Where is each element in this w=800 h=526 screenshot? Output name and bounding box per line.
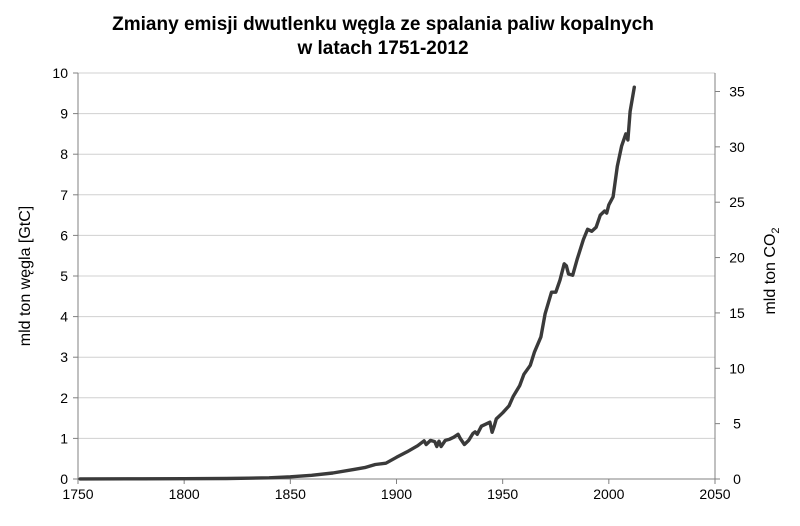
chart-title-line-2: w latach 1751-2012 bbox=[296, 38, 468, 59]
x-tick-label-6: 2050 bbox=[699, 486, 730, 502]
y2-tick-label-5: 25 bbox=[729, 194, 745, 210]
y-tick-label-5: 5 bbox=[60, 268, 68, 284]
y-tick-label-4: 4 bbox=[60, 309, 68, 325]
y2-tick-label-0: 0 bbox=[733, 471, 741, 487]
y2-tick-label-7: 35 bbox=[729, 83, 745, 99]
y2-tick-label-4: 20 bbox=[729, 250, 745, 266]
y-tick-label-1: 1 bbox=[60, 430, 68, 446]
y-axis-title: mld ton węgla [GtC] bbox=[17, 206, 34, 347]
y-tick-label-6: 6 bbox=[60, 227, 68, 243]
y-tick-label-7: 7 bbox=[60, 187, 68, 203]
y-tick-label-3: 3 bbox=[60, 349, 68, 365]
y-tick-label-10: 10 bbox=[52, 65, 68, 81]
y-tick-label-8: 8 bbox=[60, 146, 68, 162]
x-tick-label-1: 1800 bbox=[169, 486, 200, 502]
y2-axis-title-subscript: 2 bbox=[770, 227, 782, 233]
y2-tick-label-2: 10 bbox=[729, 360, 745, 376]
x-tick-label-3: 1900 bbox=[381, 486, 412, 502]
x-tick-label-4: 1950 bbox=[487, 486, 518, 502]
y2-tick-label-3: 15 bbox=[729, 305, 745, 321]
grid bbox=[78, 72, 715, 439]
y2-tick-label-1: 5 bbox=[733, 416, 741, 432]
y2-tick-label-6: 30 bbox=[729, 139, 745, 155]
y2-axis-title-main: mld ton CO bbox=[762, 234, 779, 315]
emission-series-line bbox=[78, 85, 636, 481]
x-tick-label-2: 1850 bbox=[275, 486, 306, 502]
y-tick-label-2: 2 bbox=[60, 390, 68, 406]
x-tick-label-5: 2000 bbox=[593, 486, 624, 502]
y-tick-label-0: 0 bbox=[60, 471, 68, 487]
y2-axis-title: mld ton CO2 bbox=[762, 227, 782, 314]
ticks: 0 1 2 3 4 5 6 7 8 9 10 0 5 10 15 20 25 30 35 1750 1800 1850 19… bbox=[52, 65, 745, 502]
chart-title-line-1: Zmiany emisji dwutlenku węgla ze spalani… bbox=[112, 14, 654, 35]
y-tick-label-9: 9 bbox=[60, 106, 68, 122]
x-tick-label-0: 1750 bbox=[62, 486, 93, 502]
